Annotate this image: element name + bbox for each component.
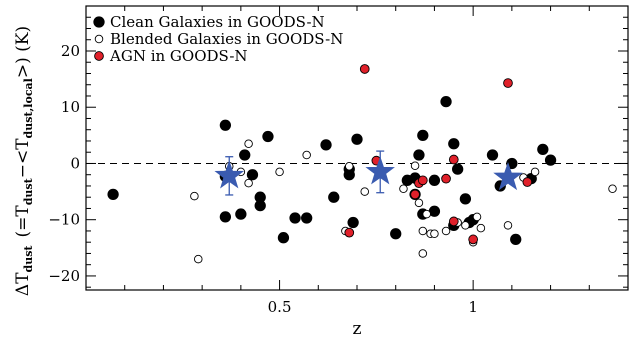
blended-point [608,184,617,194]
blended-point [530,167,540,177]
blended-point [302,150,311,160]
clean-point [235,208,247,220]
blended-point [275,167,284,177]
agn-point [410,189,420,200]
legend-label-clean: Clean Galaxies in GOODS-N [110,13,325,31]
binned-star-point [365,156,395,185]
y-axis-title-paren-close: >) (K) [13,26,33,78]
x-tick-label: 0.5 [268,298,292,316]
agn-point [417,175,428,186]
agn-point [441,173,451,184]
clean-point [262,130,274,143]
blended-point [418,226,428,236]
binned-star-point [493,161,523,191]
clean-point [537,143,549,156]
clean-point [459,193,472,205]
agn-point [359,64,370,74]
clean-point [246,169,259,181]
clean-point [347,216,359,229]
legend-label-agn: AGN in GOODS-N [109,47,248,65]
agn-point [448,154,459,165]
legend-label-blended: Blended Galaxies in GOODS-N [110,30,343,48]
blended-point [461,221,470,230]
blended-point [430,229,439,239]
clean-point [328,191,340,203]
y-axis-title-delta: ΔT [13,272,33,296]
blended-point [360,187,369,196]
agn-point [344,227,355,238]
clean-point [390,228,402,240]
axis-ticks [86,5,628,290]
x-axis-title: z [353,319,362,339]
legend-marker-clean [93,16,105,28]
blended-point [194,254,203,264]
clean-point [351,133,363,145]
blended-point [244,139,253,149]
clean-point [417,129,429,141]
clean-point [107,188,119,201]
clean-point [413,149,425,161]
clean-point [544,154,557,166]
blended-point [422,209,431,219]
blended-point [410,161,420,170]
clean-point [452,163,464,175]
blended-point [244,178,253,188]
clean-point [510,233,522,246]
clean-point [486,149,499,161]
y-tick-label: 0 [70,154,80,172]
y-tick-label: −20 [48,267,80,285]
blended-point [476,223,486,233]
clean-point [289,212,301,224]
y-axis-title-local-sub: dust,local [22,78,35,138]
y-axis-title-minus-bracket: −<T [13,138,33,178]
binned-star-point [214,160,245,189]
y-axis-title-delta-sub: dust [22,245,35,273]
blended-point [441,226,451,236]
clean-point [219,119,232,131]
blended-point [414,198,424,208]
legend-marker-blended [94,34,104,44]
y-tick-label: 20 [61,42,80,60]
clean-point [219,211,232,223]
axis-tick-labels: −20 −10 0 10 20 0.5 1 [48,42,478,316]
agn-point [468,234,478,245]
agn-point [503,78,513,88]
y-axis-title: ΔTdust(=Tdust−<Tdust,local>) (K) [13,26,35,296]
clean-point [320,139,332,151]
blended-point [399,184,408,194]
clean-point [428,174,441,186]
agn-point [522,177,533,187]
data-points [107,64,617,264]
clean-point [440,95,452,108]
x-tick-label: 1 [468,298,478,316]
y-axis-title-paren-open: (=T [13,205,33,238]
blended-point [472,212,482,222]
legend-marker-agn [94,51,104,61]
blended-point [418,249,428,258]
y-axis-title-t-sub: dust [22,177,35,205]
blended-point [503,221,513,230]
clean-point [239,149,251,161]
blended-point [190,191,199,201]
clean-point [277,232,290,244]
clean-point [448,138,460,150]
agn-point [448,216,459,227]
blended-point [345,162,354,171]
y-tick-label: −10 [48,211,80,229]
clean-point [254,191,266,203]
y-tick-label: 10 [61,98,80,116]
clean-point [301,212,313,224]
